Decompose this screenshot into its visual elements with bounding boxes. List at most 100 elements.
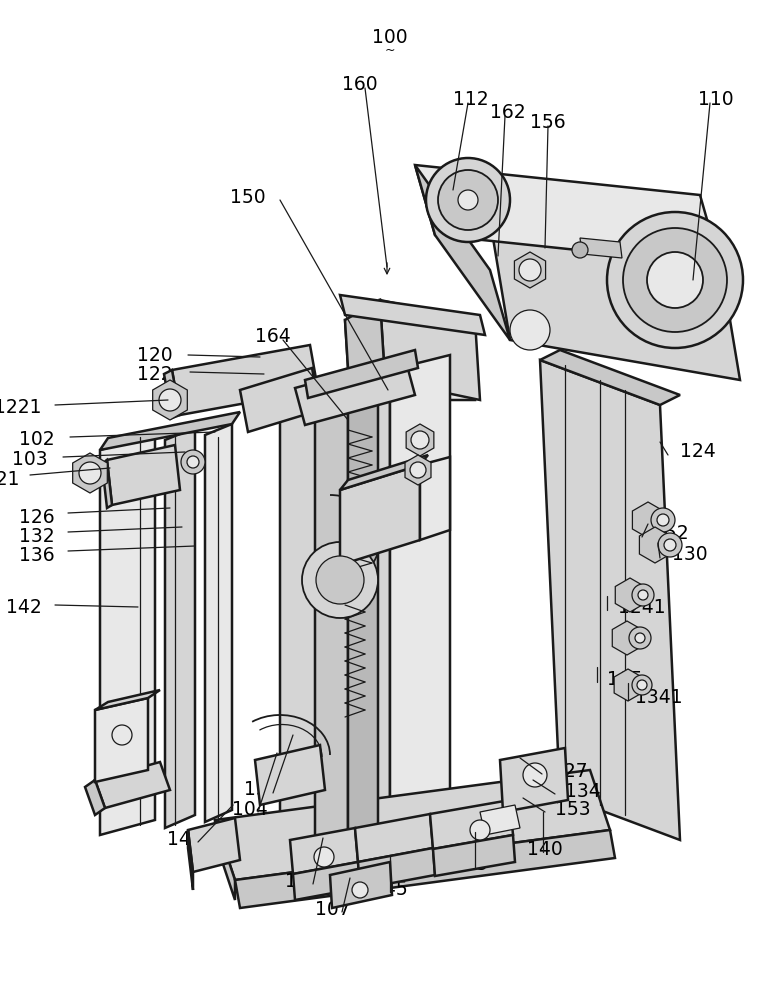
Text: 122: 122 [137, 365, 173, 384]
Text: 105: 105 [607, 670, 642, 689]
Polygon shape [480, 805, 520, 835]
Text: 120: 120 [137, 346, 173, 365]
Polygon shape [340, 465, 420, 565]
Circle shape [352, 882, 368, 898]
Circle shape [519, 259, 541, 281]
Polygon shape [188, 818, 240, 872]
Text: 102: 102 [19, 430, 55, 449]
Polygon shape [73, 453, 107, 493]
Text: 112: 112 [453, 90, 488, 109]
Circle shape [635, 633, 645, 643]
Polygon shape [165, 428, 195, 828]
Circle shape [302, 542, 378, 618]
Circle shape [572, 242, 588, 258]
Circle shape [607, 212, 743, 348]
Polygon shape [345, 300, 385, 400]
Text: 160: 160 [343, 75, 378, 94]
Text: 106: 106 [285, 872, 321, 891]
Polygon shape [235, 830, 615, 908]
Polygon shape [100, 412, 240, 450]
Polygon shape [540, 350, 680, 405]
Circle shape [438, 170, 498, 230]
Circle shape [638, 590, 648, 600]
Text: 153: 153 [555, 800, 591, 819]
Polygon shape [315, 396, 348, 844]
Text: 143: 143 [452, 855, 488, 874]
Polygon shape [390, 355, 450, 840]
Circle shape [79, 462, 101, 484]
Polygon shape [500, 748, 568, 812]
Polygon shape [290, 828, 358, 874]
Text: 1321: 1321 [0, 470, 20, 489]
Circle shape [629, 627, 651, 649]
Polygon shape [632, 502, 663, 538]
Polygon shape [515, 252, 546, 288]
Text: 1241: 1241 [618, 598, 666, 617]
Circle shape [657, 514, 669, 526]
Polygon shape [355, 814, 433, 862]
Polygon shape [415, 165, 720, 265]
Circle shape [632, 675, 652, 695]
Circle shape [159, 389, 181, 411]
Text: 100: 100 [372, 28, 408, 47]
Polygon shape [643, 280, 707, 320]
Circle shape [647, 252, 703, 308]
Polygon shape [639, 527, 670, 563]
Text: 132: 132 [19, 527, 55, 546]
Polygon shape [240, 368, 320, 432]
Polygon shape [188, 830, 193, 890]
Polygon shape [380, 300, 480, 400]
Circle shape [470, 820, 490, 840]
Text: 107: 107 [315, 900, 351, 919]
Circle shape [623, 228, 727, 332]
Polygon shape [107, 445, 180, 505]
Text: 104: 104 [232, 800, 268, 819]
Text: 134: 134 [565, 782, 601, 801]
Circle shape [316, 556, 364, 604]
Circle shape [458, 190, 478, 210]
Text: 103: 103 [12, 450, 48, 469]
Polygon shape [102, 460, 112, 508]
Circle shape [314, 847, 334, 867]
Polygon shape [330, 862, 392, 908]
Text: 150: 150 [230, 188, 266, 207]
Polygon shape [415, 165, 510, 340]
Text: 140: 140 [527, 840, 563, 859]
Text: 162: 162 [490, 103, 525, 122]
Polygon shape [614, 669, 642, 701]
Polygon shape [95, 698, 148, 782]
Polygon shape [280, 370, 390, 870]
Circle shape [510, 310, 550, 350]
Polygon shape [215, 770, 610, 880]
Polygon shape [305, 350, 418, 398]
Circle shape [637, 680, 647, 690]
Polygon shape [295, 358, 415, 425]
Circle shape [411, 431, 429, 449]
Polygon shape [580, 238, 622, 258]
Polygon shape [433, 835, 515, 876]
Circle shape [658, 533, 682, 557]
Polygon shape [215, 820, 235, 900]
Polygon shape [164, 370, 180, 418]
Polygon shape [615, 578, 645, 612]
Polygon shape [280, 358, 405, 400]
Polygon shape [100, 435, 155, 835]
Text: 154: 154 [244, 780, 280, 799]
Circle shape [181, 450, 205, 474]
Polygon shape [612, 621, 642, 655]
Circle shape [664, 539, 676, 551]
Text: 144: 144 [167, 830, 203, 849]
Text: 136: 136 [19, 546, 55, 565]
Text: ~: ~ [384, 44, 395, 57]
Text: 1221: 1221 [0, 398, 42, 417]
Polygon shape [95, 690, 160, 710]
Polygon shape [358, 848, 435, 889]
Circle shape [632, 584, 654, 606]
Polygon shape [420, 457, 450, 540]
Text: 126: 126 [19, 508, 55, 527]
Polygon shape [540, 360, 680, 840]
Polygon shape [405, 455, 431, 485]
Text: 142: 142 [6, 598, 42, 617]
Polygon shape [205, 424, 232, 822]
Text: 145: 145 [372, 880, 408, 899]
